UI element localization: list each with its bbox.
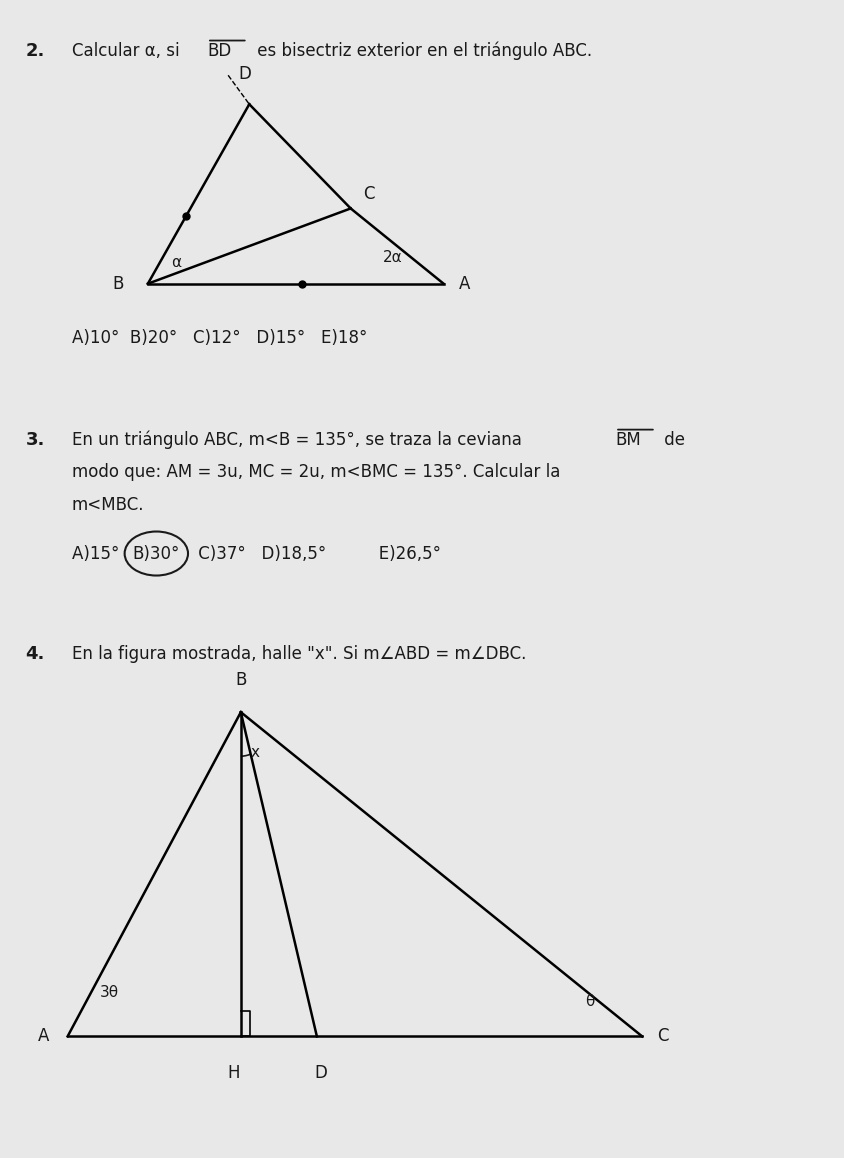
Text: D: D [238,65,252,83]
Text: B)30°: B)30° [133,544,180,563]
Text: es bisectriz exterior en el triángulo ABC.: es bisectriz exterior en el triángulo AB… [252,42,592,60]
Text: Calcular α, si: Calcular α, si [72,42,185,60]
Text: B: B [113,274,124,293]
Text: A)10°  B)20°   C)12°   D)15°   E)18°: A)10° B)20° C)12° D)15° E)18° [72,329,367,347]
Text: B: B [235,670,246,689]
Text: 2.: 2. [25,42,45,60]
Text: de: de [658,431,684,449]
Text: modo que: AM = 3u, MC = 2u, m<BMC = 135°. Calcular la: modo que: AM = 3u, MC = 2u, m<BMC = 135°… [72,463,560,482]
Text: x: x [251,745,260,760]
Text: A)15°: A)15° [72,544,129,563]
Text: θ: θ [584,995,593,1009]
Text: C: C [363,184,375,203]
Text: H: H [228,1064,240,1083]
Text: D: D [314,1064,327,1083]
Text: C)37°   D)18,5°          E)26,5°: C)37° D)18,5° E)26,5° [192,544,440,563]
Text: α: α [171,255,181,270]
Text: BM: BM [614,431,640,449]
Text: 2α: 2α [382,250,402,265]
Text: En la figura mostrada, halle "x". Si m∠ABD = m∠DBC.: En la figura mostrada, halle "x". Si m∠A… [72,645,526,664]
Text: 4.: 4. [25,645,45,664]
Text: BD: BD [207,42,231,60]
Text: 3.: 3. [25,431,45,449]
Text: C: C [657,1027,668,1046]
Text: 3θ: 3θ [100,985,119,999]
Text: A: A [458,274,469,293]
Text: En un triángulo ABC, m<B = 135°, se traza la ceviana: En un triángulo ABC, m<B = 135°, se traz… [72,431,527,449]
Text: m<MBC.: m<MBC. [72,496,144,514]
Text: A: A [38,1027,49,1046]
